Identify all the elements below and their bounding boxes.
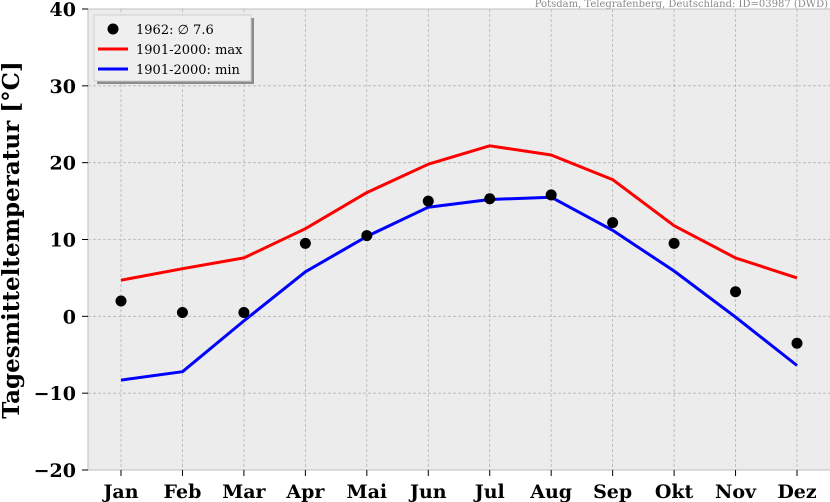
data-point (176, 306, 188, 318)
y-tick-label: 10 (50, 230, 76, 252)
x-tick-label: Nov (715, 481, 757, 502)
x-tick-label: Jul (473, 481, 505, 502)
x-tick-label: Okt (655, 481, 694, 502)
data-point (730, 286, 742, 298)
legend: 1962: ∅ 7.6 1901-2000: max 1901-2000: min (93, 14, 254, 84)
y-tick-label: 40 (50, 0, 76, 21)
x-tick-label: Feb (164, 481, 202, 502)
x-tick-label: Mar (222, 481, 266, 502)
y-tick-label: 30 (50, 76, 76, 98)
data-point (238, 306, 250, 318)
x-tick-label: Mai (347, 481, 388, 502)
data-point (791, 337, 803, 349)
series-layer (115, 144, 803, 382)
data-point (115, 295, 127, 307)
x-axis-ticks: Jan Feb Mar Apr Mai Jun Jul Aug Sep Okt Nov Dez (101, 470, 817, 502)
legend-entry-label: 1901-2000: min (136, 63, 241, 78)
x-tick-label: Apr (285, 481, 325, 502)
legend-entry-label: 1962: ∅ 7.6 (136, 23, 214, 38)
x-tick-label: Sep (593, 481, 632, 502)
data-point (545, 189, 557, 201)
series-line-0 (120, 144, 798, 282)
source-note: Potsdam, Telegrafenberg, Deutschland: ID… (535, 0, 828, 10)
y-tick-label: −10 (34, 383, 76, 405)
x-tick-label: Dez (777, 481, 817, 502)
data-point (299, 237, 311, 249)
x-tick-label: Jan (101, 481, 138, 502)
data-point (422, 195, 434, 207)
data-point (607, 217, 619, 229)
y-axis-label: Tagesmitteltemperatur [°C] (0, 61, 25, 419)
y-tick-label: 0 (63, 306, 76, 328)
data-point (484, 193, 496, 205)
legend-entry-label: 1901-2000: max (136, 43, 243, 58)
y-tick-label: −20 (34, 460, 76, 482)
y-tick-label: 20 (50, 153, 76, 175)
legend-marker-points (107, 23, 119, 35)
data-point (668, 237, 680, 249)
x-tick-label: Aug (529, 481, 572, 502)
series-line-1 (120, 195, 798, 382)
y-axis-ticks: −20 −10 0 10 20 30 40 (34, 0, 88, 482)
x-tick-label: Jun (408, 481, 447, 502)
data-point (361, 230, 373, 242)
